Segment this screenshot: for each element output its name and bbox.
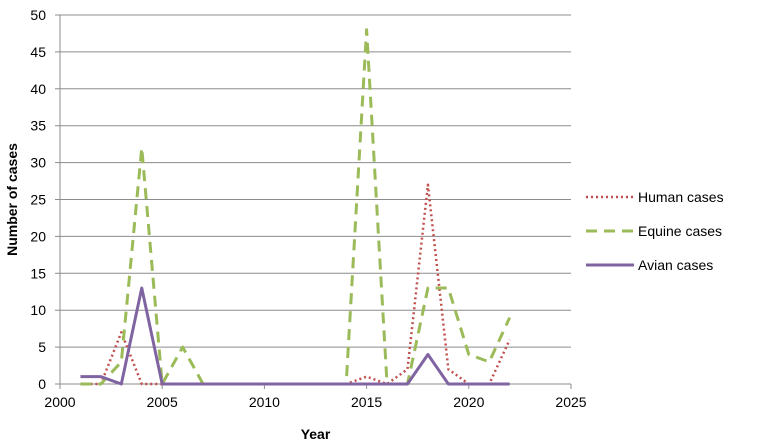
x-tick-label: 2000 (44, 394, 75, 410)
x-tick-label: 2025 (555, 394, 586, 410)
series-line-avian-cases (80, 286, 510, 386)
y-tick-label: 40 (30, 81, 46, 97)
x-axis-title: Year (301, 426, 331, 442)
y-tick-label: 10 (30, 302, 46, 318)
gridlines (60, 14, 571, 385)
x-tick-labels: 2000 2005 2010 2015 2020 2025 (44, 394, 586, 410)
x-tick-label: 2015 (351, 394, 382, 410)
series-lines (80, 28, 512, 386)
y-tick-label: 45 (30, 44, 46, 60)
y-tick-label: 30 (30, 155, 46, 171)
y-tick-label: 15 (30, 265, 46, 281)
y-tick-label: 25 (30, 192, 46, 208)
series-line-human-cases (80, 183, 511, 386)
y-tick-label: 20 (30, 228, 46, 244)
y-tick-label: 35 (30, 118, 46, 134)
y-tick-label: 50 (30, 7, 46, 23)
x-tick-label: 2020 (453, 394, 484, 410)
legend-label: Equine cases (638, 223, 722, 239)
x-tick-label: 2005 (147, 394, 178, 410)
y-tick-labels: 0 5 10 15 20 25 30 35 40 45 50 (30, 7, 46, 392)
y-tick-label: 0 (38, 376, 46, 392)
legend-label: Human cases (638, 189, 724, 205)
y-axis-title: Number of cases (4, 143, 20, 256)
legend-label: Avian cases (638, 257, 713, 273)
x-tick-label: 2010 (249, 394, 280, 410)
legend: Human cases Equine cases Avian cases (586, 189, 724, 273)
series-line-equine-cases (80, 28, 512, 386)
y-tick-label: 5 (38, 339, 46, 355)
